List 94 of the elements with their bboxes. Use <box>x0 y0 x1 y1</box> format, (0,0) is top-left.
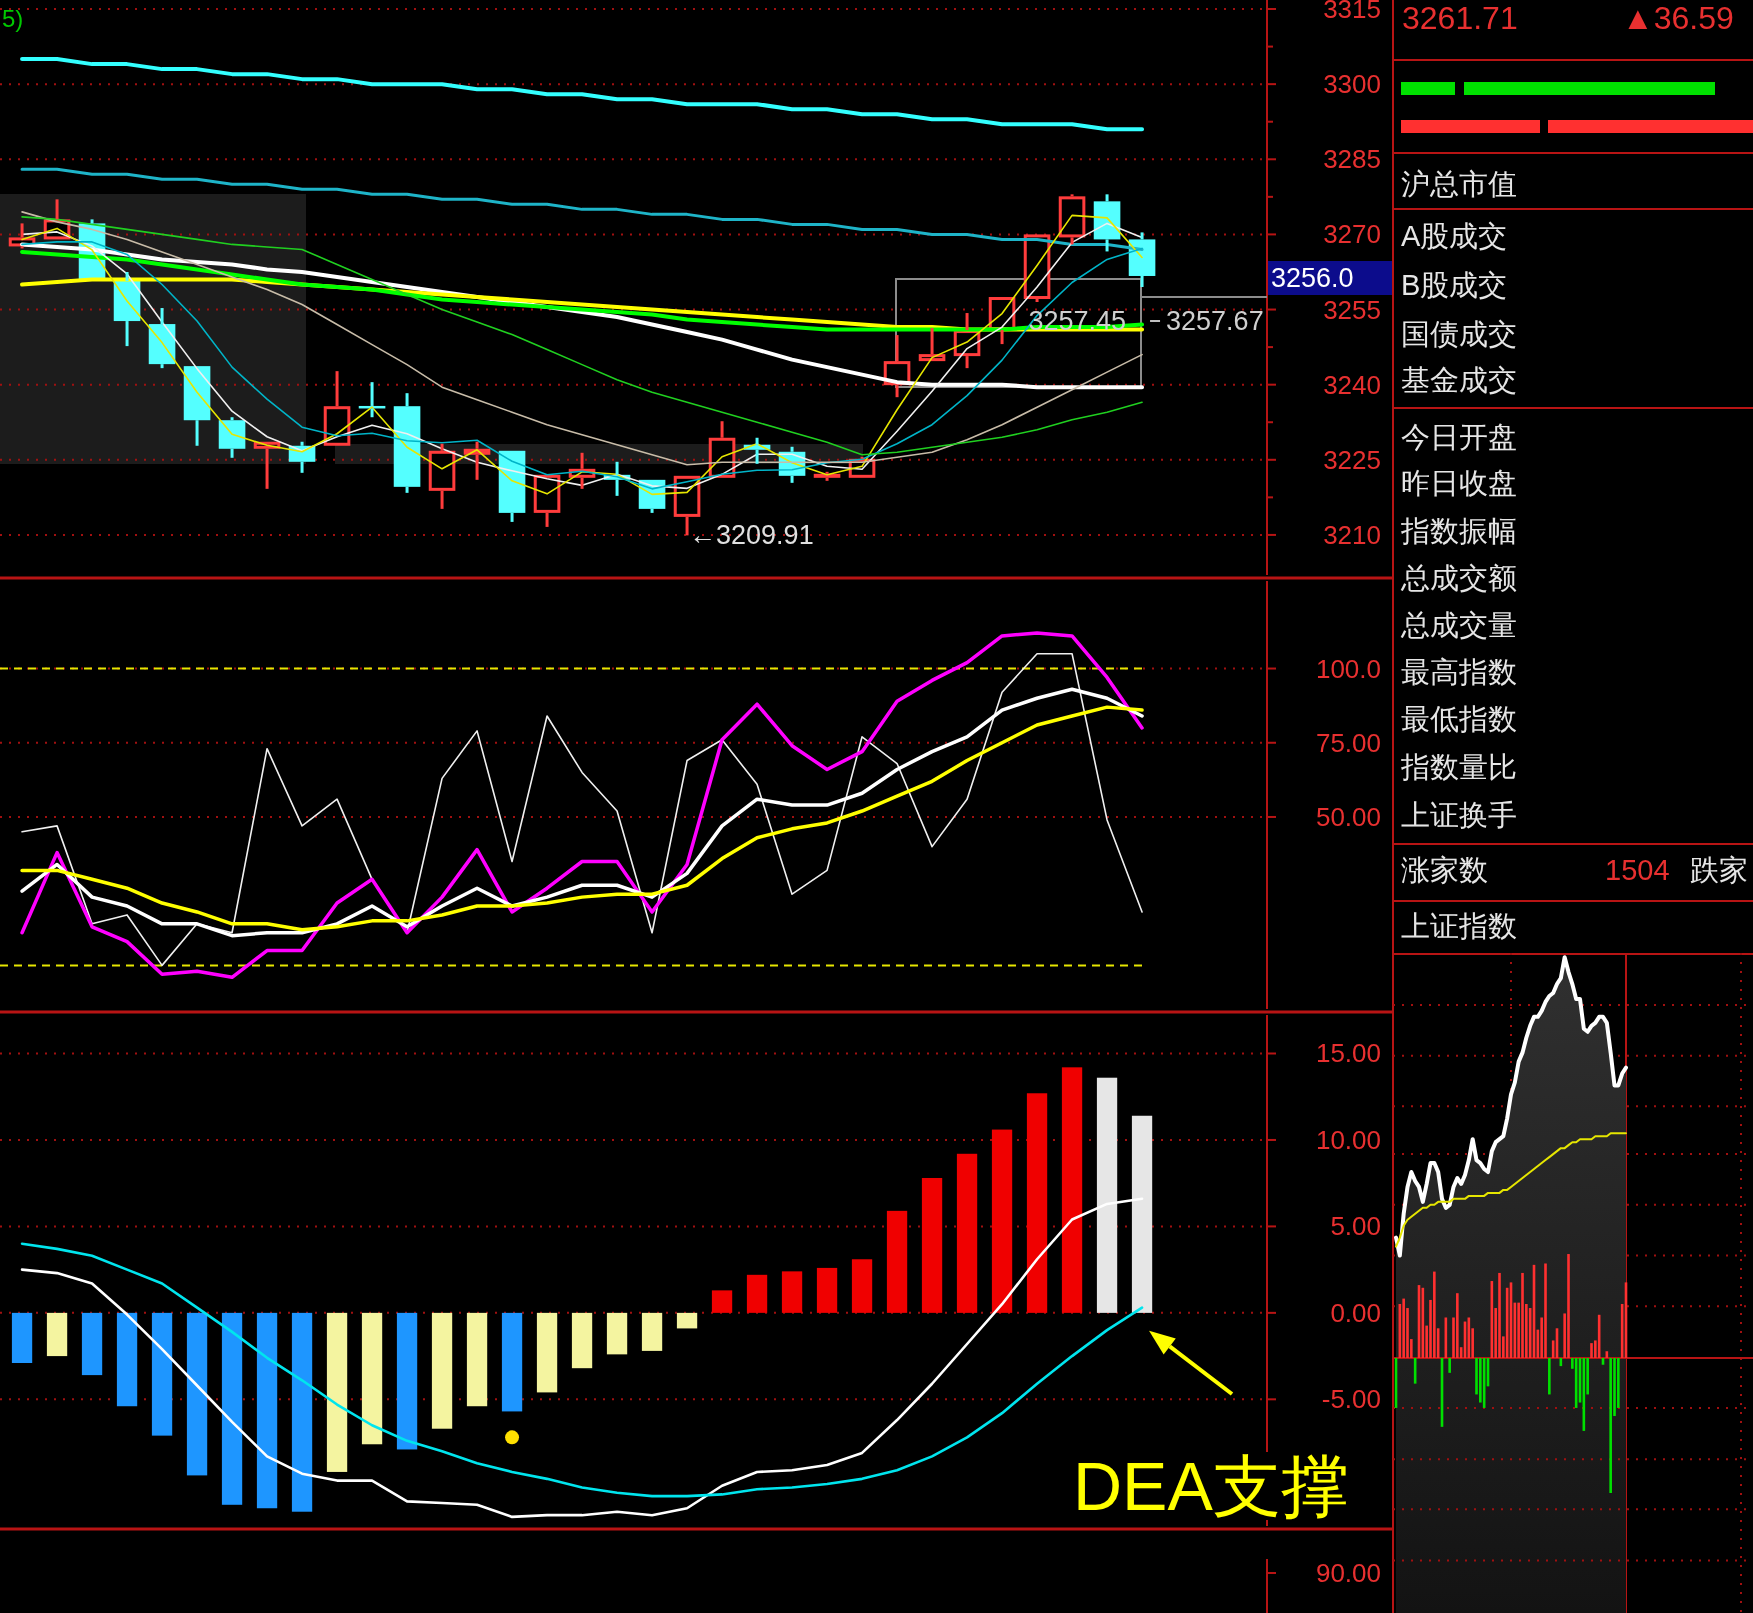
bar <box>746 1274 768 1313</box>
candlestick <box>218 417 246 458</box>
bar <box>571 1312 593 1369</box>
bar <box>1096 1077 1118 1313</box>
bar <box>221 1312 243 1505</box>
bar <box>816 1267 838 1313</box>
y-tick-label: 3300 <box>1323 69 1381 100</box>
y-tick-label: 15.00 <box>1315 1038 1381 1069</box>
y-tick-label: 3240 <box>1323 369 1381 400</box>
bar <box>956 1153 978 1313</box>
bar <box>1061 1067 1083 1313</box>
text: 指数量比 <box>1400 751 1517 783</box>
y-tick-label: 5.00 <box>1330 1211 1381 1242</box>
bar <box>1448 1357 1451 1373</box>
text: 3257.67 <box>1166 306 1264 336</box>
text: 最低指数 <box>1401 703 1517 735</box>
line-series <box>20 57 1145 132</box>
bar <box>151 1312 173 1436</box>
y-tick-label: 3270 <box>1323 219 1381 250</box>
text: 最高指数 <box>1401 656 1517 688</box>
text: ▲36.59 <box>1622 0 1734 36</box>
bar <box>291 1312 313 1512</box>
text: 3261.71 <box>1402 0 1518 36</box>
bar <box>1544 1263 1547 1358</box>
bar <box>1498 1272 1501 1358</box>
text: 指数振幅 <box>1400 515 1517 547</box>
annotation: 5) <box>2 4 24 32</box>
text: 昨日收盘 <box>1401 467 1517 499</box>
text: B股成交 <box>1401 269 1508 301</box>
y-tick-label: 50.00 <box>1315 801 1381 832</box>
y-tick-label: 3285 <box>1323 144 1381 175</box>
bar <box>256 1312 278 1509</box>
text: 3256.0 <box>1271 263 1354 293</box>
bar <box>886 1210 908 1313</box>
y-tick-label: 75.00 <box>1315 727 1381 758</box>
bar <box>606 1312 628 1355</box>
bar <box>991 1129 1013 1313</box>
bar <box>1026 1093 1048 1313</box>
bar <box>781 1271 803 1313</box>
text: 涨家数 <box>1401 854 1488 886</box>
text: 90.00 <box>1315 1558 1381 1588</box>
bar <box>1609 1357 1612 1493</box>
bar <box>676 1312 698 1329</box>
bar <box>851 1259 873 1313</box>
y-tick-label: 3315 <box>1323 0 1381 25</box>
bar <box>361 1312 383 1445</box>
text: 上证换手 <box>1401 799 1517 831</box>
bar <box>1590 1343 1593 1358</box>
bar <box>711 1290 733 1313</box>
bar <box>921 1177 943 1313</box>
bar <box>466 1312 488 1407</box>
bar <box>11 1312 33 1363</box>
bar <box>641 1312 663 1351</box>
text: 沪总市值 <box>1401 168 1517 200</box>
text: 基金成交 <box>1401 364 1517 396</box>
candlestick <box>813 470 841 481</box>
annotation: DEA支撑 <box>1073 1448 1349 1524</box>
text: 今日开盘 <box>1401 421 1517 453</box>
y-tick-label: 3225 <box>1323 444 1381 475</box>
y-tick-label: 10.00 <box>1315 1124 1381 1155</box>
text: 上证指数 <box>1401 910 1517 942</box>
bar <box>1548 1357 1551 1395</box>
bar <box>46 1312 68 1357</box>
y-tick-label: 0.00 <box>1330 1297 1381 1328</box>
candlestick <box>428 442 456 509</box>
bar <box>1567 1254 1570 1358</box>
y-tick-label: -5.00 <box>1321 1384 1381 1415</box>
text: A股成交 <box>1401 220 1508 252</box>
text: 国债成交 <box>1401 318 1517 350</box>
bar <box>1131 1115 1153 1313</box>
bar <box>1521 1272 1524 1358</box>
text: 1504 <box>1605 854 1670 886</box>
line-series <box>20 249 1145 332</box>
y-tick-label: 100.0 <box>1315 653 1381 684</box>
bar <box>1433 1271 1436 1358</box>
bar <box>326 1312 348 1472</box>
text: 总成交额 <box>1400 562 1517 594</box>
bar <box>1456 1293 1459 1358</box>
y-tick-label: 3255 <box>1323 294 1381 325</box>
bar <box>1402 1298 1405 1358</box>
y-tick-label: 3210 <box>1323 519 1381 550</box>
bar <box>81 1312 103 1376</box>
bar <box>186 1312 208 1476</box>
bar <box>431 1312 453 1429</box>
candlestick <box>1128 232 1156 287</box>
text: 总成交量 <box>1400 609 1517 641</box>
candlestick <box>393 393 421 493</box>
bar <box>396 1312 418 1450</box>
bar <box>536 1312 558 1393</box>
candlestick <box>1058 194 1086 245</box>
bar <box>501 1312 523 1412</box>
text: 跌家 <box>1690 854 1748 886</box>
annotation: ←3209.91 <box>689 520 814 551</box>
bar <box>116 1312 138 1407</box>
